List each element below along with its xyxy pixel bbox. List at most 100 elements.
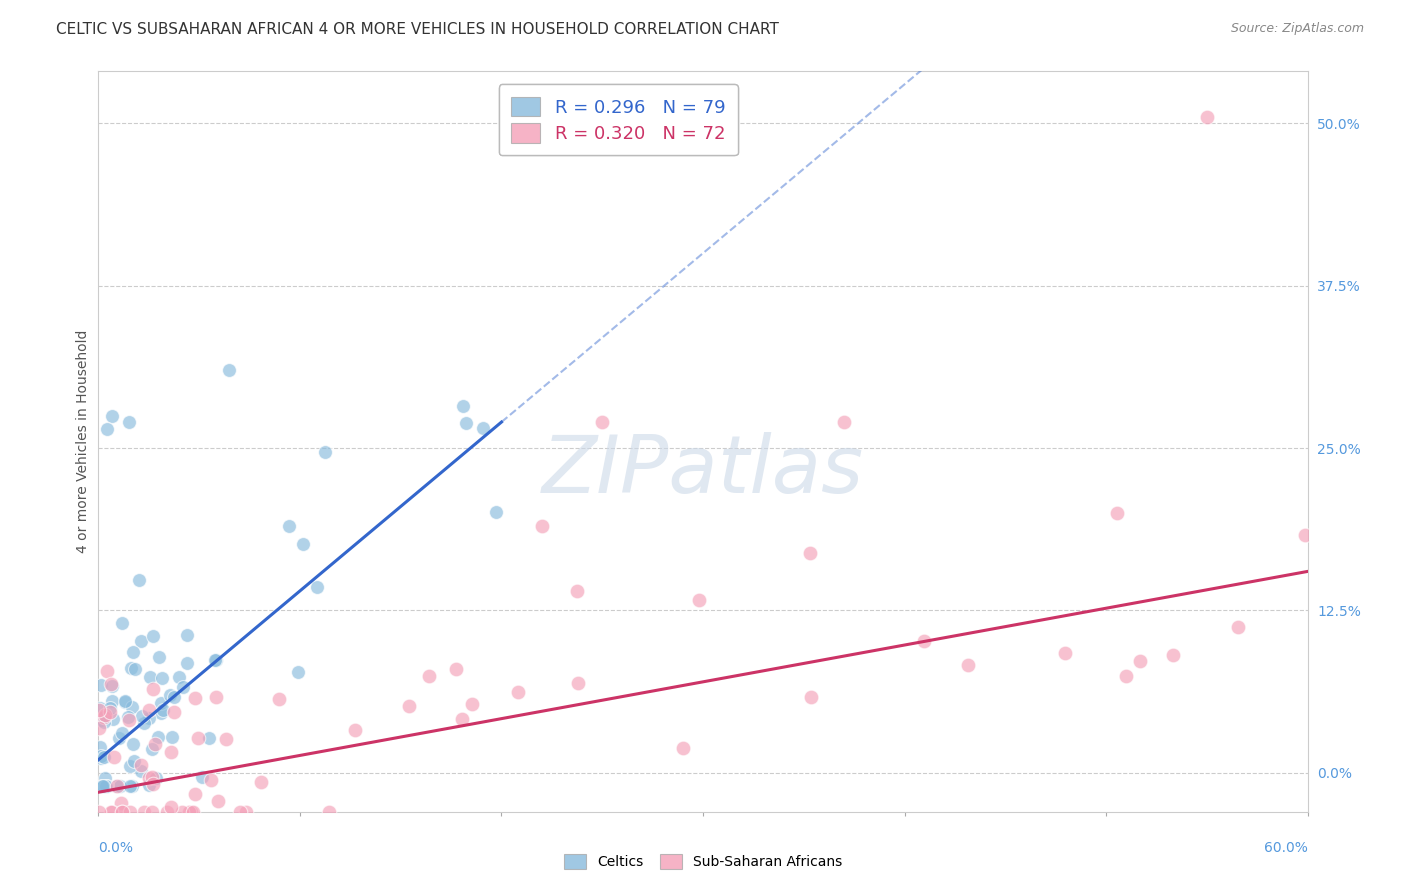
Point xyxy=(172,805,194,819)
Point xyxy=(138,772,160,786)
Text: CELTIC VS SUBSAHARAN AFRICAN 4 OR MORE VEHICLES IN HOUSEHOLD CORRELATION CHART: CELTIC VS SUBSAHARAN AFRICAN 4 OR MORE V… xyxy=(56,22,779,37)
Point xyxy=(146,730,169,744)
Point xyxy=(111,805,134,819)
Text: 0.0%: 0.0% xyxy=(98,841,134,855)
Point xyxy=(120,805,142,819)
Point xyxy=(94,708,117,723)
Point xyxy=(567,583,589,598)
Point xyxy=(1115,669,1137,683)
Point xyxy=(398,698,420,713)
Point xyxy=(118,713,141,727)
Point xyxy=(451,400,474,414)
Point xyxy=(129,634,152,648)
Point xyxy=(1294,528,1316,542)
Point xyxy=(149,706,172,720)
Point xyxy=(111,805,134,819)
Point xyxy=(218,363,240,377)
Point xyxy=(110,796,132,810)
Point xyxy=(138,670,160,684)
Point xyxy=(141,741,163,756)
Legend: R = 0.296   N = 79, R = 0.320   N = 72: R = 0.296 N = 79, R = 0.320 N = 72 xyxy=(499,84,738,155)
Point xyxy=(96,779,118,793)
Point xyxy=(94,779,117,793)
Point xyxy=(138,779,160,793)
Point xyxy=(96,421,118,435)
Point xyxy=(121,700,143,714)
Point xyxy=(114,694,136,708)
Point xyxy=(93,771,115,785)
Point xyxy=(100,676,122,690)
Point xyxy=(118,779,141,793)
Point xyxy=(93,779,115,793)
Point xyxy=(150,671,173,685)
Point xyxy=(205,690,228,705)
Point xyxy=(167,670,190,684)
Point xyxy=(145,771,167,785)
Point xyxy=(148,649,170,664)
Point xyxy=(200,773,222,788)
Point xyxy=(132,715,155,730)
Point xyxy=(267,692,290,706)
Point xyxy=(160,730,183,744)
Point xyxy=(90,779,112,793)
Point xyxy=(98,705,121,719)
Legend: Celtics, Sub-Saharan Africans: Celtics, Sub-Saharan Africans xyxy=(557,847,849,876)
Point xyxy=(235,805,257,819)
Point xyxy=(184,787,207,801)
Point xyxy=(318,805,340,819)
Point xyxy=(87,703,110,717)
Point xyxy=(89,805,111,819)
Point xyxy=(156,805,179,819)
Point xyxy=(101,679,124,693)
Point xyxy=(101,805,124,819)
Point xyxy=(485,505,508,519)
Point xyxy=(132,805,155,819)
Point xyxy=(142,629,165,643)
Point xyxy=(89,740,111,755)
Point xyxy=(454,416,477,430)
Point xyxy=(101,694,124,708)
Point xyxy=(184,691,207,706)
Point xyxy=(105,779,128,793)
Point xyxy=(444,662,467,676)
Point xyxy=(197,731,219,745)
Point xyxy=(122,754,145,768)
Point xyxy=(305,580,328,594)
Point xyxy=(142,777,165,791)
Text: Source: ZipAtlas.com: Source: ZipAtlas.com xyxy=(1230,22,1364,36)
Point xyxy=(672,741,695,756)
Point xyxy=(250,774,273,789)
Point xyxy=(93,714,115,729)
Point xyxy=(138,703,160,717)
Point xyxy=(120,660,142,674)
Point xyxy=(101,409,124,423)
Point xyxy=(292,537,315,551)
Point xyxy=(143,737,166,751)
Point xyxy=(688,593,710,607)
Point xyxy=(90,748,112,763)
Point xyxy=(100,805,122,819)
Point xyxy=(1105,506,1128,520)
Point xyxy=(150,696,173,710)
Point xyxy=(591,415,613,429)
Point xyxy=(124,662,146,676)
Point xyxy=(1226,620,1249,634)
Point xyxy=(110,779,132,793)
Point xyxy=(91,779,114,793)
Point xyxy=(800,690,823,704)
Point xyxy=(530,519,553,533)
Point xyxy=(287,665,309,679)
Point xyxy=(956,658,979,673)
Point xyxy=(103,749,125,764)
Point xyxy=(799,545,821,559)
Point xyxy=(93,749,115,764)
Point xyxy=(122,737,145,751)
Point xyxy=(1054,646,1077,660)
Point xyxy=(180,805,202,819)
Point xyxy=(142,681,165,696)
Point xyxy=(172,680,194,694)
Point xyxy=(204,652,226,666)
Point xyxy=(181,805,204,819)
Point xyxy=(152,702,174,716)
Point xyxy=(141,770,163,784)
